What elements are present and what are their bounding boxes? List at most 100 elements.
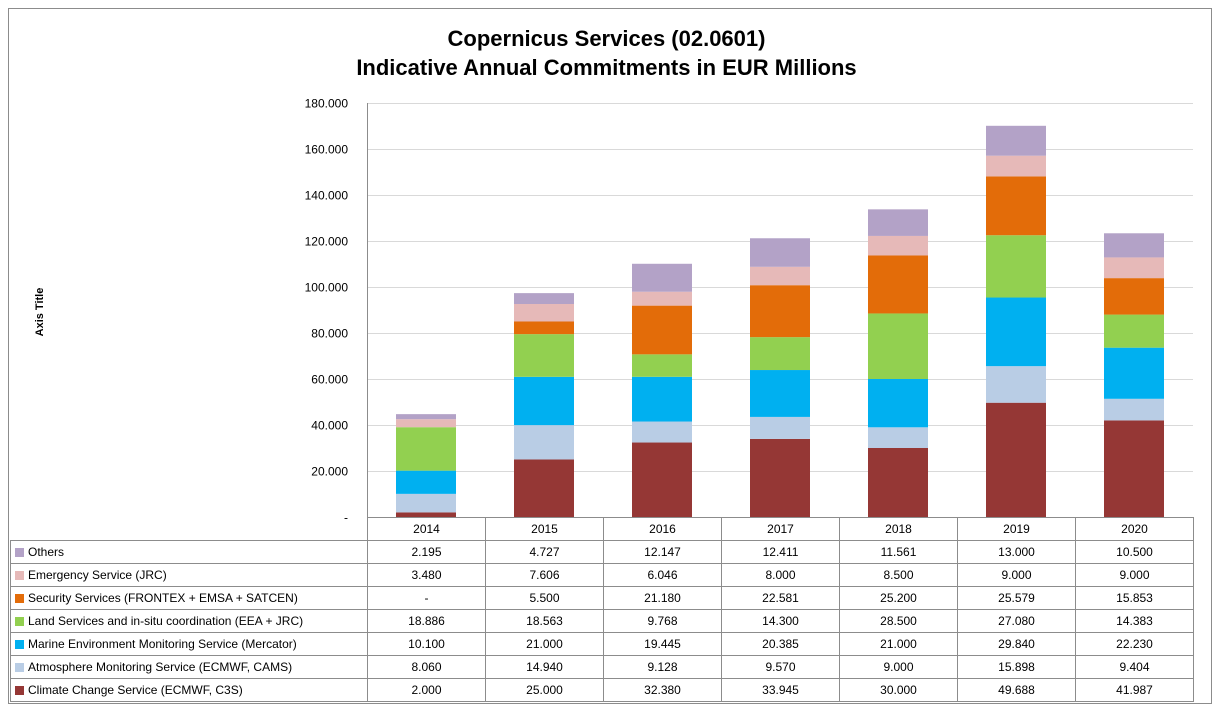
data-label: 10.100 <box>367 632 486 656</box>
data-label: 22.230 <box>1075 632 1194 656</box>
legend-swatch <box>15 617 24 626</box>
data-label: 21.180 <box>603 586 722 610</box>
series-name: Climate Change Service (ECMWF, C3S) <box>28 683 243 697</box>
data-label: 14.383 <box>1075 609 1194 633</box>
data-label: 6.046 <box>603 563 722 587</box>
bar-segment <box>396 419 456 428</box>
data-label: 15.898 <box>957 655 1076 679</box>
data-label: 18.563 <box>485 609 604 633</box>
legend-swatch <box>15 594 24 603</box>
table-row: Security Services (FRONTEX + EMSA + SATC… <box>10 586 1194 610</box>
x-category-label: 2014 <box>367 517 486 541</box>
bar-segment <box>868 255 928 314</box>
data-label: 14.300 <box>721 609 840 633</box>
chart-title-block: Copernicus Services (02.0601) Indicative… <box>0 24 1213 82</box>
x-category-label: 2018 <box>839 517 958 541</box>
data-label: 12.147 <box>603 540 722 564</box>
bar-segment <box>986 402 1046 517</box>
y-tick-label: 180.000 <box>305 97 349 111</box>
bar-segment <box>632 305 692 355</box>
data-label: 21.000 <box>485 632 604 656</box>
data-label: 25.200 <box>839 586 958 610</box>
y-axis-title: Axis Title <box>34 288 46 337</box>
bars <box>396 125 1164 517</box>
data-label: 4.727 <box>485 540 604 564</box>
bar-segment <box>750 370 810 417</box>
data-label: 9.404 <box>1075 655 1194 679</box>
data-label: - <box>367 586 486 610</box>
bar-segment <box>986 176 1046 236</box>
x-category-label: 2019 <box>957 517 1076 541</box>
data-label: 25.579 <box>957 586 1076 610</box>
bar-segment <box>514 321 574 335</box>
series-legend-cell: Emergency Service (JRC) <box>10 563 368 587</box>
bar-segment <box>1104 398 1164 421</box>
bar-segment <box>868 235 928 256</box>
data-label: 8.060 <box>367 655 486 679</box>
bar-segment <box>1104 347 1164 399</box>
series-legend-cell: Others <box>10 540 368 564</box>
data-label: 9.000 <box>839 655 958 679</box>
y-tick-label: 160.000 <box>305 143 349 157</box>
bar-segment <box>396 427 456 471</box>
series-legend-cell: Marine Environment Monitoring Service (M… <box>10 632 368 656</box>
bar-segment <box>514 459 574 517</box>
x-category-label: 2016 <box>603 517 722 541</box>
table-row: Emergency Service (JRC) 3.480 7.606 6.046 8.… <box>10 563 1194 587</box>
series-legend-cell: Atmosphere Monitoring Service (ECMWF, CA… <box>10 655 368 679</box>
bar-segment <box>868 379 928 428</box>
table-row: Marine Environment Monitoring Service (M… <box>10 632 1194 656</box>
legend-swatch <box>15 686 24 695</box>
series-name: Others <box>28 545 65 559</box>
bar-segment <box>986 297 1046 367</box>
y-axis: -20.00040.00060.00080.000100.000120.0001… <box>305 97 368 525</box>
legend-swatch <box>15 663 24 672</box>
data-label: 19.445 <box>603 632 722 656</box>
data-label: 8.000 <box>721 563 840 587</box>
y-tick-label: 140.000 <box>305 189 349 203</box>
series-legend-cell: Climate Change Service (ECMWF, C3S) <box>10 678 368 702</box>
data-label: 41.987 <box>1075 678 1194 702</box>
data-label: 13.000 <box>957 540 1076 564</box>
bar-segment <box>868 427 928 448</box>
bar-segment <box>396 470 456 494</box>
bar-segment <box>514 376 574 426</box>
legend-swatch <box>15 548 24 557</box>
data-label: 8.500 <box>839 563 958 587</box>
y-tick-label: 60.000 <box>311 373 348 387</box>
series-name: Land Services and in-situ coordination (… <box>28 614 304 628</box>
bar-segment <box>750 337 810 371</box>
bar-segment <box>514 334 574 377</box>
bar-segment <box>1104 278 1164 315</box>
series-legend-cell: Land Services and in-situ coordination (… <box>10 609 368 633</box>
y-tick-label: 20.000 <box>311 465 348 479</box>
table-row: Atmosphere Monitoring Service (ECMWF, CA… <box>10 655 1194 679</box>
bar-segment <box>868 448 928 517</box>
data-label: 30.000 <box>839 678 958 702</box>
legend-swatch <box>15 640 24 649</box>
data-label: 29.840 <box>957 632 1076 656</box>
bar-segment <box>868 313 928 379</box>
bar-segment <box>632 421 692 443</box>
series-name: Atmosphere Monitoring Service (ECMWF, CA… <box>28 660 293 674</box>
data-label: 9.768 <box>603 609 722 633</box>
data-label: 5.500 <box>485 586 604 610</box>
bar-segment <box>986 366 1046 403</box>
data-label: 25.000 <box>485 678 604 702</box>
table-corner <box>10 517 368 541</box>
bar-segment <box>750 266 810 286</box>
data-label: 28.500 <box>839 609 958 633</box>
bar-segment <box>632 354 692 377</box>
bar-segment <box>396 512 456 517</box>
table-row: Others 2.195 4.727 12.147 12.411 11.561 13.000… <box>10 540 1194 564</box>
data-label: 10.500 <box>1075 540 1194 564</box>
series-name: Security Services (FRONTEX + EMSA + SATC… <box>28 591 298 605</box>
y-tick-label: 120.000 <box>305 235 349 249</box>
data-label: 22.581 <box>721 586 840 610</box>
data-label: 49.688 <box>957 678 1076 702</box>
series-legend-cell: Security Services (FRONTEX + EMSA + SATC… <box>10 586 368 610</box>
y-tick-label: 100.000 <box>305 281 349 295</box>
bar-segment <box>750 285 810 338</box>
bar-segment <box>1104 233 1164 258</box>
